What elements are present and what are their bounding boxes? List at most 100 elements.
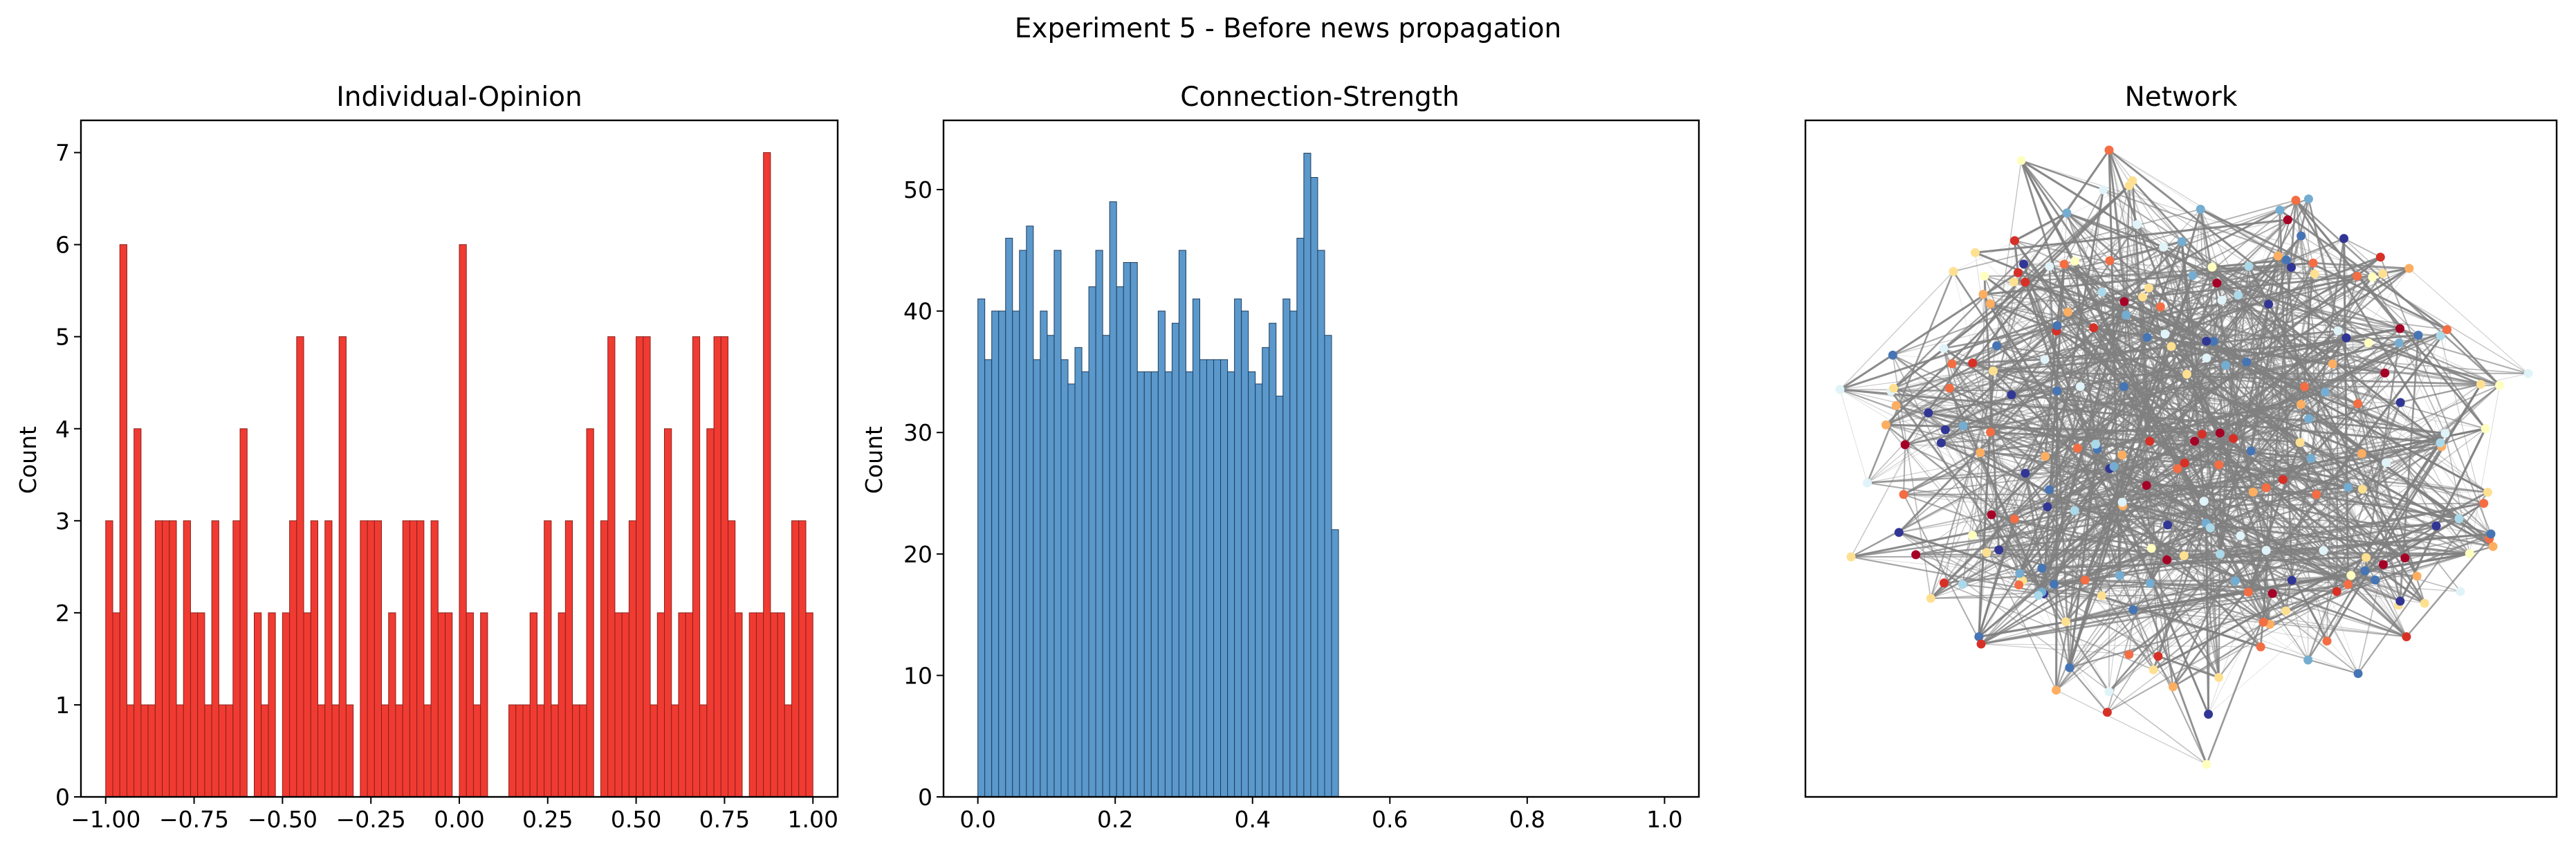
network-edge [2080, 386, 2366, 571]
network-node [2105, 256, 2115, 266]
network-edge [1943, 185, 2130, 349]
network-edge [1893, 355, 2048, 507]
network-edge [1992, 370, 2262, 648]
network-node [2488, 542, 2498, 551]
network-edge [1982, 261, 2314, 296]
network-edge [2398, 342, 2494, 547]
opinion-xtick-label: 0.75 [699, 806, 750, 833]
network-edge [2123, 327, 2400, 388]
network-edge [2047, 185, 2130, 507]
network-node [1994, 545, 2004, 555]
network-node [2198, 430, 2207, 439]
network-node [2353, 399, 2363, 408]
network-node [2281, 606, 2290, 616]
network-edge [2014, 239, 2400, 330]
strength-bar [1289, 311, 1298, 798]
network-node [2190, 436, 2200, 446]
network-edge [1945, 386, 2124, 431]
strength-xtick-label: 0.6 [1372, 806, 1408, 833]
network-edge [2128, 549, 2267, 656]
opinion-bar [579, 704, 587, 798]
opinion-bar [126, 704, 135, 798]
network-node [2236, 531, 2245, 540]
network-node [2264, 300, 2274, 309]
network-edge [1980, 643, 2261, 647]
network-edge [2109, 185, 2130, 261]
network-edge [2011, 394, 2287, 612]
network-node [2173, 464, 2182, 473]
network-edge [2211, 266, 2239, 296]
network-edge [2131, 181, 2159, 656]
network-edge [1839, 271, 1954, 390]
strength-bar [1164, 371, 1172, 798]
strength-bar [1310, 177, 1318, 798]
strength-bar [1123, 261, 1131, 798]
network-edge [1850, 428, 2486, 558]
network-edge [2294, 199, 2442, 448]
network-edge [2019, 488, 2363, 574]
strength-bar [984, 359, 993, 798]
network-node [2400, 553, 2410, 563]
opinion-bar [664, 428, 672, 798]
network-edge [2308, 659, 2359, 674]
opinion-xtick-label: −1.00 [71, 806, 140, 833]
opinion-bar [289, 520, 297, 798]
network-node [2104, 145, 2114, 155]
network-edge [1980, 593, 2273, 645]
network-node [2322, 636, 2332, 646]
opinion-bar [409, 520, 418, 798]
network-node [2248, 487, 2258, 497]
strength-histogram-ylabel: Count [861, 426, 887, 494]
network-node [2357, 449, 2366, 459]
opinion-bar [303, 612, 311, 798]
network-edge [2279, 210, 2387, 463]
network-node [2063, 307, 2072, 317]
opinion-bar [607, 336, 616, 798]
network-node [2273, 251, 2283, 261]
network-node [1976, 448, 1985, 457]
opinion-bar [374, 520, 383, 798]
opinion-bar [600, 520, 609, 798]
network-node [2214, 460, 2224, 470]
network-node [2231, 576, 2241, 586]
network-node [2146, 544, 2156, 553]
network-node [2275, 205, 2285, 215]
opinion-bar [176, 704, 184, 798]
opinion-bar [706, 428, 715, 798]
network-edge [2167, 524, 2359, 674]
network-edge [2247, 266, 2418, 577]
network-edge [2216, 199, 2309, 284]
network-node [2091, 439, 2101, 449]
network-edge [2123, 301, 2271, 625]
network-node [2045, 261, 2054, 271]
network-node [2413, 331, 2423, 340]
opinion-bar [261, 704, 269, 798]
opinion-bar [154, 520, 163, 798]
opinion-bar [755, 612, 764, 798]
network-edge [2221, 300, 2447, 331]
strength-bar [1220, 359, 1229, 798]
network-edge [2247, 591, 2265, 623]
network-node [2378, 560, 2388, 569]
strength-bar [1296, 237, 1305, 798]
strength-ytick-label: 20 [903, 541, 932, 568]
network-node [2278, 475, 2288, 484]
network-node [2456, 587, 2465, 596]
network-node [2258, 617, 2268, 627]
network-node [1926, 594, 1935, 603]
network-node [2297, 231, 2306, 241]
network-edge [1990, 303, 2057, 327]
network-node [2202, 353, 2211, 362]
opinion-bar [105, 520, 113, 798]
network-edge [1898, 532, 2219, 678]
network-node [2364, 338, 2373, 348]
strength-bar [1234, 298, 1242, 798]
strength-bar [1227, 371, 1235, 798]
network-node [2072, 443, 2082, 453]
network-node [2303, 194, 2313, 204]
opinion-ytick-label: 2 [55, 600, 70, 627]
opinion-bar [671, 704, 679, 798]
network-edge [2021, 159, 2104, 191]
strength-bar [1303, 152, 1312, 798]
opinion-bar [515, 704, 524, 798]
